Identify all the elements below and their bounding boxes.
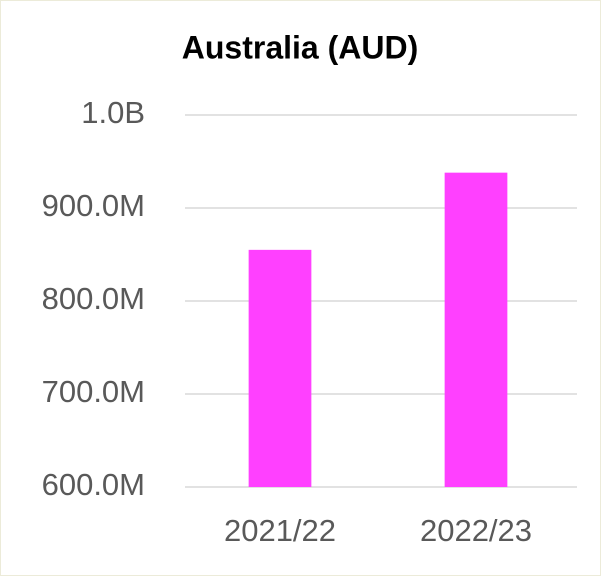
bar (444, 172, 508, 487)
y-tick-label: 1.0B (81, 95, 145, 130)
bar (248, 249, 312, 487)
x-tick-label: 2021/22 (224, 513, 336, 548)
y-tick-label: 800.0M (42, 281, 145, 316)
y-tick-label: 700.0M (42, 374, 145, 409)
x-tick-label: 2022/23 (420, 513, 532, 548)
y-tick-label: 600.0M (42, 467, 145, 502)
y-tick-label: 900.0M (42, 188, 145, 223)
chart-title: Australia (AUD) (182, 29, 418, 65)
